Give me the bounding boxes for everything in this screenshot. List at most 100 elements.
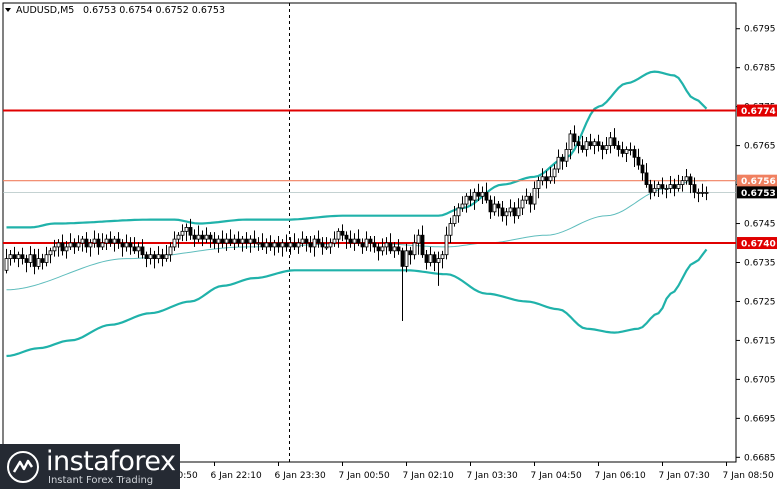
candle-body	[292, 242, 297, 248]
candle-body	[340, 230, 345, 236]
plot-frame	[2, 2, 737, 463]
candle-body	[312, 238, 317, 248]
candle-body	[296, 242, 301, 248]
y-tick-label: 0.6765	[744, 142, 776, 152]
candle-body	[172, 238, 177, 248]
candle-body	[64, 246, 69, 252]
x-tick-label: 7 Jan 02:10	[403, 471, 455, 481]
candle-body	[504, 211, 509, 217]
y-tick-label: 0.6705	[744, 375, 776, 385]
candle-body	[556, 156, 561, 170]
candle-body	[604, 145, 609, 150]
candle-body	[696, 191, 701, 194]
y-tick-label: 0.6685	[744, 453, 776, 463]
candle-body	[260, 242, 265, 248]
candle-body	[676, 184, 681, 189]
candle-body	[376, 246, 381, 252]
candle-body	[464, 195, 469, 205]
candle-body	[616, 145, 621, 150]
candle-body	[472, 191, 477, 201]
candle-body	[344, 234, 349, 240]
candle-body	[660, 184, 665, 189]
y-tick-label: 0.6795	[744, 25, 776, 35]
candle-body	[384, 242, 389, 248]
candle-body	[440, 254, 445, 260]
candle-body	[484, 191, 489, 201]
candle-body	[500, 207, 505, 217]
candle-body	[680, 180, 685, 185]
instaforex-logo: instaforex Instant Forex Trading	[0, 444, 180, 489]
candle-body	[68, 242, 73, 248]
x-tick-label: 7 Jan 00:50	[339, 471, 391, 481]
candle-body	[220, 238, 225, 244]
current-price-tag-label: 0.6753	[741, 189, 776, 199]
dropdown-triangle-icon[interactable]	[5, 8, 11, 12]
candle-body	[32, 254, 37, 267]
candle-body	[700, 191, 705, 194]
candle-layer	[4, 125, 709, 321]
symbol-label: AUDUSD,M5	[16, 5, 74, 16]
candle-body	[152, 254, 157, 260]
candle-body	[36, 258, 41, 267]
candle-body	[428, 254, 433, 263]
candle-body	[352, 238, 357, 244]
candle-body	[88, 242, 93, 248]
candle-body	[632, 149, 637, 158]
candle-body	[132, 246, 137, 252]
candle-body	[284, 242, 289, 248]
price-level-tag-label: 0.6740	[741, 240, 776, 250]
candle-body	[488, 199, 493, 213]
candle-body	[136, 246, 141, 252]
candle-body	[288, 242, 293, 248]
candle-body	[92, 238, 97, 244]
candle-body	[492, 203, 497, 213]
candle-body	[308, 242, 313, 248]
x-tick-label: 6 Jan 23:30	[275, 471, 327, 481]
candle-body	[160, 254, 165, 260]
candle-body	[460, 203, 465, 209]
candle-body	[684, 176, 689, 182]
candle-body	[320, 242, 325, 248]
candle-body	[256, 242, 261, 245]
price-level-tag-label: 0.6774	[741, 107, 776, 117]
candle-body	[336, 230, 341, 240]
x-tick-label: 7 Jan 03:30	[467, 471, 519, 481]
candle-body	[456, 207, 461, 217]
candle-body	[272, 242, 277, 248]
candle-body	[300, 238, 305, 244]
candle-body	[280, 242, 285, 248]
candle-body	[584, 141, 589, 150]
candle-body	[180, 230, 185, 236]
candle-body	[624, 149, 629, 154]
candle-body	[44, 254, 49, 263]
candle-body	[380, 246, 385, 252]
candle-body	[552, 168, 557, 178]
candle-body	[564, 149, 569, 162]
candle-body	[524, 195, 529, 201]
candle-body	[620, 149, 625, 154]
chart-header: AUDUSD,M5 0.6753 0.6754 0.6752 0.6753	[5, 5, 225, 16]
candle-body	[324, 246, 329, 249]
candle-body	[672, 184, 677, 189]
candle-body	[596, 141, 601, 147]
candle-body	[112, 238, 117, 244]
y-tick-label: 0.6695	[744, 414, 776, 424]
candle-body	[444, 234, 449, 256]
candle-body	[100, 242, 105, 248]
candle-body	[572, 133, 577, 143]
candle-body	[140, 246, 145, 256]
candle-body	[144, 254, 149, 260]
candle-body	[588, 141, 593, 147]
candle-body	[628, 149, 633, 151]
candle-body	[348, 238, 353, 244]
candle-body	[408, 250, 413, 256]
candle-body	[332, 238, 337, 244]
candle-body	[268, 242, 273, 248]
candle-body	[424, 254, 429, 263]
candle-body	[192, 234, 197, 240]
candle-body	[12, 254, 17, 260]
candle-body	[356, 238, 361, 244]
candle-body	[200, 234, 205, 240]
candle-body	[496, 203, 501, 209]
candle-body	[276, 242, 281, 248]
